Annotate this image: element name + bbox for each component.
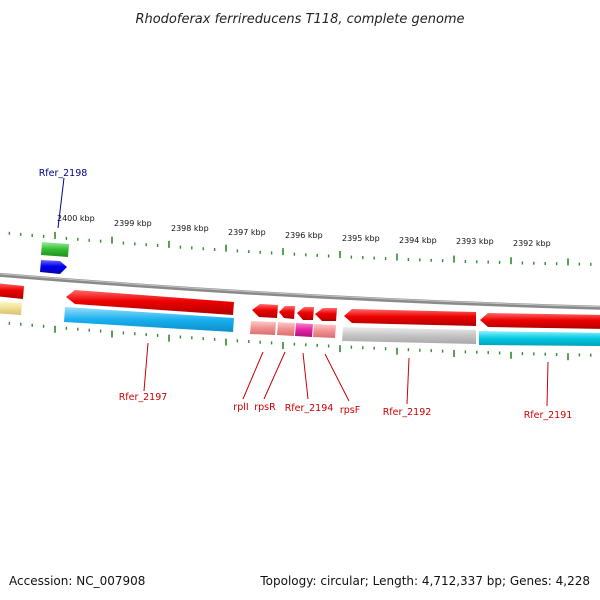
gene-label-rfer-2192[interactable]: Rfer_2192 xyxy=(383,407,432,418)
gene-arrow[interactable] xyxy=(344,309,476,326)
gene-arrow[interactable] xyxy=(480,313,600,329)
gene-offscreen-left[interactable] xyxy=(0,283,24,315)
leader-line xyxy=(546,361,549,407)
scale-label: 2393 kbp xyxy=(456,237,494,246)
gene-label-rfer-2197[interactable]: Rfer_2197 xyxy=(119,392,168,403)
scale-label: 2399 kbp xyxy=(114,219,152,228)
cog-box xyxy=(277,322,295,336)
cog-box xyxy=(295,323,313,337)
gene-arrow[interactable] xyxy=(40,260,67,274)
cog-box xyxy=(250,321,276,335)
gene-label-rpsf[interactable]: rpsF xyxy=(340,405,360,416)
gene-arrow[interactable] xyxy=(0,283,24,299)
leader-line xyxy=(406,357,410,405)
gene-label-rfer-2191[interactable]: Rfer_2191 xyxy=(524,410,573,421)
leader-line xyxy=(57,177,65,229)
gene-arrow[interactable] xyxy=(66,290,234,315)
gene-arrow[interactable] xyxy=(252,304,278,318)
gene-arrow[interactable] xyxy=(297,307,314,320)
leader-line xyxy=(302,352,309,400)
outer-tick-ring xyxy=(8,231,592,266)
gene-rpsr[interactable] xyxy=(277,306,295,336)
genome-backbone xyxy=(0,272,600,310)
cog-box xyxy=(64,307,234,332)
leader-line xyxy=(324,353,350,402)
gene-arrow[interactable] xyxy=(315,308,337,321)
scale-label: 2395 kbp xyxy=(342,234,380,243)
gene-rpsf[interactable] xyxy=(313,308,337,338)
scale-label: 2398 kbp xyxy=(171,224,209,233)
gene-label-rfer-2198[interactable]: Rfer_2198 xyxy=(39,168,88,179)
inner-tick-ring xyxy=(8,321,592,361)
cog-box xyxy=(342,327,476,344)
gene-label-rpsr[interactable]: rpsR xyxy=(254,402,276,413)
gene-rfer-2197[interactable] xyxy=(64,290,234,332)
gene-rfer-2191[interactable] xyxy=(479,313,600,346)
scale-label: 2394 kbp xyxy=(399,236,437,245)
gene-rpli[interactable] xyxy=(250,304,278,335)
cog-box xyxy=(313,324,336,338)
scale-label: 2392 kbp xyxy=(513,239,551,248)
cog-box xyxy=(0,301,22,315)
scale-label: 2396 kbp xyxy=(285,231,323,240)
leader-line xyxy=(143,342,149,392)
scale-labels: 2400 kbp 2399 kbp 2398 kbp 2397 kbp 2396… xyxy=(57,214,551,248)
backbone-highlight xyxy=(0,273,600,308)
cog-box xyxy=(41,242,69,257)
gene-label-rfer-2194[interactable]: Rfer_2194 xyxy=(285,403,334,414)
gene-labels: Rfer_2198 Rfer_2197 rplI rpsR Rfer_2194 … xyxy=(39,168,573,421)
gene-label-rpli[interactable]: rplI xyxy=(233,402,248,413)
cog-box xyxy=(479,331,600,346)
gene-rfer-2192[interactable] xyxy=(342,309,476,344)
leader-line xyxy=(263,351,286,400)
accession-text: Accession: NC_007908 xyxy=(9,574,146,588)
map-title: Rhodoferax ferrireducens T118, complete … xyxy=(135,12,464,27)
topology-text: Topology: circular; Length: 4,712,337 bp… xyxy=(260,574,590,588)
scale-label: 2400 kbp xyxy=(57,214,95,223)
gene-arrow[interactable] xyxy=(279,306,295,319)
gene-rfer-2194[interactable] xyxy=(295,307,314,337)
scale-label: 2397 kbp xyxy=(228,228,266,237)
gene-rfer-2198[interactable] xyxy=(40,242,69,274)
leader-line xyxy=(242,351,264,400)
leader-lines xyxy=(57,177,549,407)
